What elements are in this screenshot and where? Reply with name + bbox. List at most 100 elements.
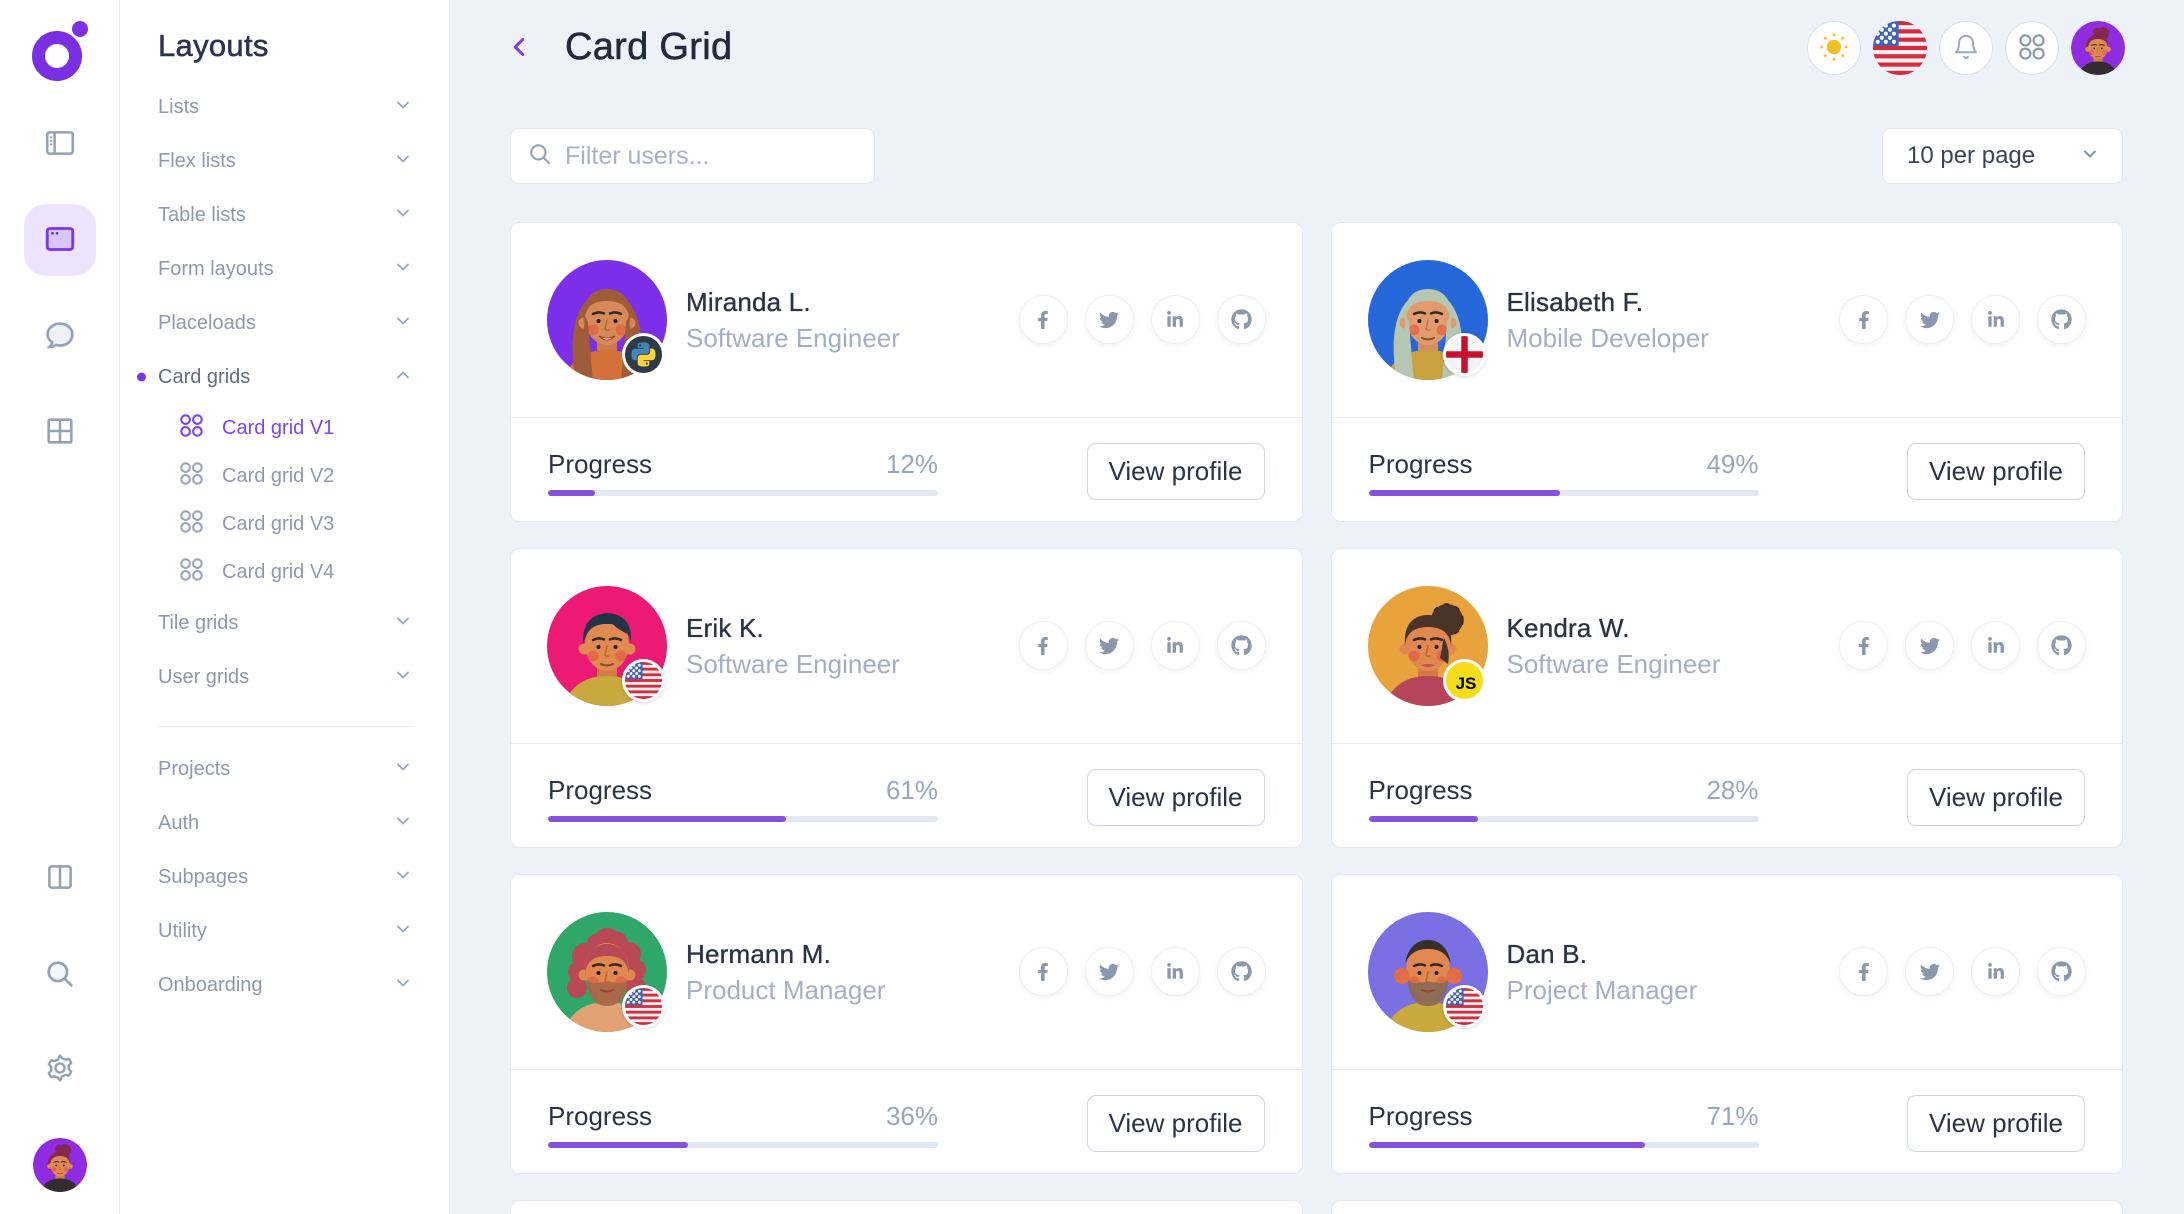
facebook-link-button[interactable] [1018,295,1068,344]
progress-bar [1368,490,1759,496]
user-card: Miranda L. Software Engineer Progress 12… [510,222,1303,522]
sidebar-item-subpages[interactable]: Subpages [120,850,449,904]
twitter-link-button[interactable] [1905,621,1954,670]
linkedin-link-button[interactable] [1971,621,2020,670]
sidebar-item-utility[interactable]: Utility [120,904,449,958]
view-profile-button[interactable]: View profile [1907,1095,2085,1152]
user-menu-avatar[interactable] [2071,21,2125,75]
user-card: Dan B. Project Manager Progress 71% View… [1330,874,2123,1174]
user-name: Elisabeth F. [1506,287,1644,317]
user-name: Hermann M. [686,939,832,969]
twitter-link-button[interactable] [1905,295,1954,344]
sidebar-item-form-layouts[interactable]: Form layouts [120,242,449,296]
user-avatar [1367,912,1488,1032]
twitter-icon [1099,636,1119,656]
iconbar-grid-2x2-icon-button[interactable] [24,396,96,468]
social-links [1839,621,2086,670]
progress-percent: 61% [885,775,938,805]
sidebar-subitem-card-grid-v2[interactable]: Card grid V2 [120,452,449,500]
app-window-icon [42,221,78,260]
user-role: Product Manager [686,975,886,1005]
github-link-button[interactable] [2037,621,2086,670]
usa-badge-icon [622,985,665,1028]
back-button[interactable] [502,31,536,65]
social-links [1018,621,1266,670]
chevron-down-icon [393,973,413,998]
view-profile-button[interactable]: View profile [1907,769,2085,826]
sidebar-subitem-card-grid-v1[interactable]: Card grid V1 [120,404,449,452]
github-link-button[interactable] [1216,947,1266,996]
user-name: Kendra W. [1506,613,1630,643]
user-avatar [547,912,667,1032]
linkedin-link-button[interactable] [1971,947,2020,996]
view-profile-button[interactable]: View profile [1086,443,1265,500]
progress-block: Progress 36% [548,1070,938,1174]
github-link-button[interactable] [2037,295,2086,344]
linkedin-icon [1987,636,2005,655]
iconbar-app-window-icon-button[interactable] [23,204,96,276]
sidebar-item-onboarding[interactable]: Onboarding [120,958,449,1012]
twitter-link-button[interactable] [1084,621,1134,670]
sidebar-item-tile-grids[interactable]: Tile grids [120,596,449,650]
chevron-left-icon [504,32,534,65]
sidebar-divider [158,726,413,727]
sidebar-item-projects[interactable]: Projects [120,742,449,796]
iconbar-columns-icon-button[interactable] [24,842,96,914]
linkedin-link-button[interactable] [1971,295,2020,344]
progress-block: Progress 71% [1368,1070,1759,1174]
twitter-link-button[interactable] [1084,947,1134,996]
iconbar-chat-bubble-icon-button[interactable] [24,300,96,372]
per-page-select[interactable]: 10 per page [1882,128,2123,184]
twitter-link-button[interactable] [1084,295,1134,344]
usa-badge-icon [1442,985,1486,1028]
progress-head: Progress 49% [1369,449,1759,480]
twitter-icon [1099,310,1119,330]
progress-percent: 12% [885,449,938,479]
facebook-link-button[interactable] [1839,621,1888,670]
icon-sidebar [0,0,120,1214]
sidebar-item-flex-lists[interactable]: Flex lists [120,134,449,188]
header-flag-usa-icon-button[interactable] [1873,21,1927,75]
sidebar-item-card-grids[interactable]: Card grids [120,350,449,404]
user-card: Elisabeth F. Mobile Developer Progress 4… [1330,222,2123,522]
sidebar-subitem-card-grid-v4[interactable]: Card grid V4 [120,548,449,596]
linkedin-link-button[interactable] [1150,295,1200,344]
sidebar-subitem-card-grid-v3[interactable]: Card grid V3 [120,500,449,548]
sidebar-item-placeloads[interactable]: Placeloads [120,296,449,350]
user-role: Software Engineer [1506,649,1721,679]
secondary-sidebar: Layouts Lists Flex lists Table lists For… [120,0,450,1214]
linkedin-link-button[interactable] [1150,621,1200,670]
progress-label: Progress [548,449,653,479]
sidebar-item-auth[interactable]: Auth [120,796,449,850]
sidebar-item-lists[interactable]: Lists [120,80,449,134]
github-link-button[interactable] [1216,295,1266,344]
header-bell-icon-button[interactable] [1939,21,1993,75]
sidebar-profile-avatar[interactable] [32,1138,87,1192]
view-profile-button[interactable]: View profile [1086,1095,1265,1152]
js-badge-icon: JS [1442,659,1486,702]
app-logo[interactable] [31,20,89,84]
sidebar-item-table-lists[interactable]: Table lists [120,188,449,242]
facebook-link-button[interactable] [1839,295,1888,344]
github-link-button[interactable] [1216,621,1266,670]
iconbar-search-icon-button[interactable] [24,939,96,1011]
user-name: Erik K. [686,613,764,643]
twitter-link-button[interactable] [1905,947,1954,996]
linkedin-link-button[interactable] [1150,947,1200,996]
github-link-button[interactable] [2037,947,2086,996]
toolbar: 10 per page [510,128,2123,184]
view-profile-button[interactable]: View profile [1086,769,1265,826]
facebook-link-button[interactable] [1018,947,1068,996]
card-footer: Progress 49% View profile [1331,417,2122,522]
header-sun-icon-button[interactable] [1807,21,1861,75]
header-apps-icon-button[interactable] [2005,21,2059,75]
iconbar-gear-icon-button[interactable] [24,1033,96,1105]
filter-users-input[interactable] [565,141,887,171]
view-profile-button[interactable]: View profile [1907,443,2085,500]
iconbar-panel-left-icon-button[interactable] [24,108,96,180]
facebook-link-button[interactable] [1018,621,1068,670]
user-meta: Elisabeth F. Mobile Developer [1506,286,1709,355]
facebook-link-button[interactable] [1839,947,1888,996]
sidebar-item-user-grids[interactable]: User grids [120,650,449,704]
england-badge-icon [1442,333,1486,376]
